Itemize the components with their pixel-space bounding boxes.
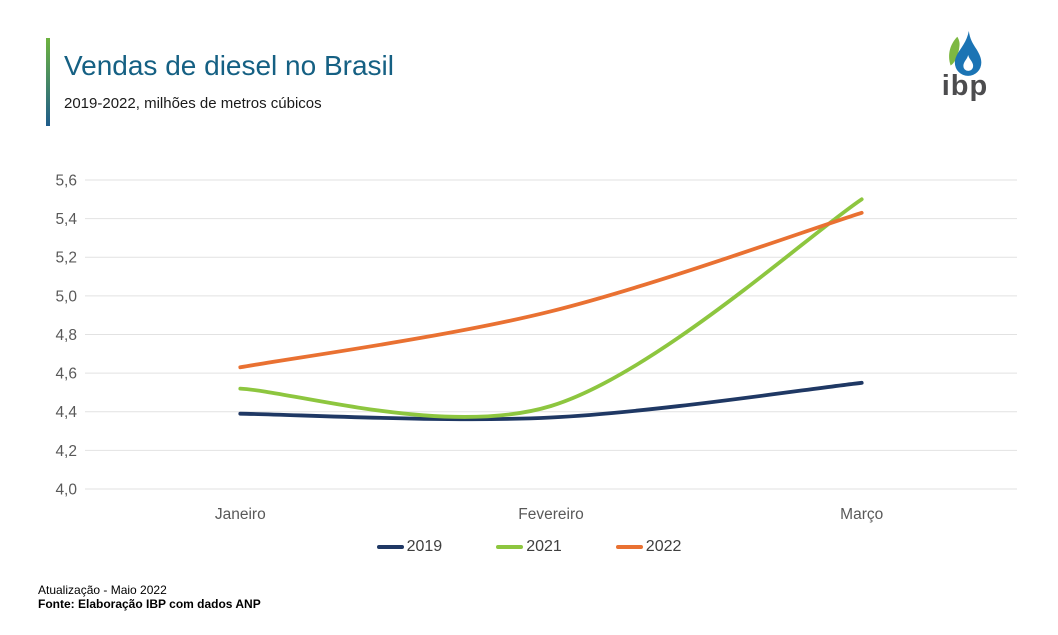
ibp-logo: ibp [933,30,997,102]
legend-swatch-2021 [496,545,524,549]
y-tick-label: 4,6 [55,366,77,383]
y-tick-label: 4,2 [55,443,77,460]
y-tick-label: 4,0 [55,482,77,499]
series-line-2021 [238,197,864,419]
ibp-drop-icon [949,30,982,76]
legend-swatch-2022 [615,545,643,549]
legend-label-2019: 2019 [406,538,443,555]
page-subtitle: 2019-2022, milhões de metros cúbicos [64,95,322,112]
x-tick-label: Fevereiro [518,506,583,523]
y-tick-label: 5,2 [55,250,77,267]
series-line-2022 [238,210,864,370]
title-accent-bar [46,38,50,126]
source-note: Fonte: Elaboração IBP com dados ANP [38,597,261,611]
legend-item-2019: 2019 [376,538,443,556]
update-note: Atualização - Maio 2022 [38,583,167,597]
legend-label-2021: 2021 [526,538,562,555]
y-tick-label: 4,8 [55,327,77,344]
ibp-logo-text: ibp [941,70,989,102]
legend-label-2022: 2022 [645,538,682,555]
legend-swatch-2019 [376,545,404,549]
y-tick-label: 5,6 [55,173,77,190]
chart-legend: 2019 2021 2022 [0,538,1058,556]
chart-footnotes: Atualização - Maio 2022 Fonte: Elaboraçã… [38,583,261,611]
legend-item-2021: 2021 [496,538,562,556]
y-tick-label: 4,4 [55,404,77,421]
series-line-2019 [238,380,864,422]
page-title: Vendas de diesel no Brasil [64,50,394,81]
y-tick-label: 5,0 [55,288,77,305]
y-tick-label: 5,4 [55,211,77,228]
x-tick-label: Janeiro [215,506,266,523]
x-tick-label: Março [840,506,883,523]
legend-item-2022: 2022 [615,538,682,556]
